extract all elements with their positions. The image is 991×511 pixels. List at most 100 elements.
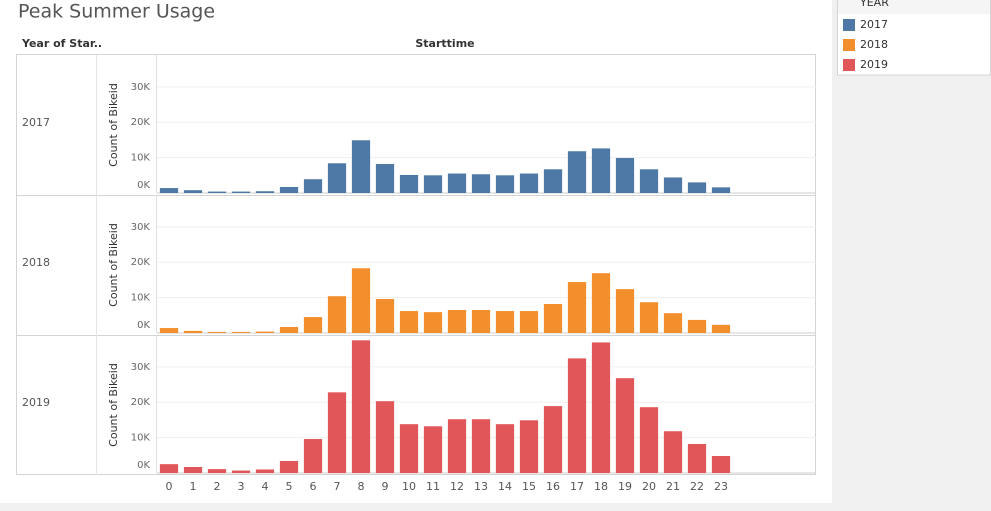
- bar: [615, 378, 635, 473]
- x-tick-label: 11: [426, 480, 440, 493]
- bar: [207, 331, 227, 333]
- worksheet-pane: [0, 0, 832, 503]
- bar: [543, 406, 563, 473]
- bar: [447, 310, 467, 333]
- bar: [423, 175, 443, 193]
- bar: [279, 326, 299, 333]
- bar: [327, 163, 347, 193]
- row-label: 2019: [22, 396, 50, 409]
- y-axis-title: Count of Bikeid: [107, 223, 120, 307]
- bar: [519, 311, 539, 333]
- bar: [159, 188, 179, 193]
- x-tick-label: 5: [286, 480, 293, 493]
- bar: [231, 191, 251, 193]
- bar: [423, 426, 443, 473]
- bar: [207, 191, 227, 193]
- legend-label: 2019: [860, 58, 888, 71]
- legend-label: 2018: [860, 38, 888, 51]
- bar: [375, 401, 395, 473]
- bar: [399, 311, 419, 333]
- y-tick-label: 10K: [131, 153, 151, 164]
- y-tick-label: 20K: [131, 257, 151, 268]
- bar: [159, 464, 179, 473]
- row-label: 2018: [22, 256, 50, 269]
- legend-swatch: [843, 39, 855, 51]
- x-tick-label: 21: [666, 480, 680, 493]
- legend-label: 2017: [860, 18, 888, 31]
- bar: [567, 358, 587, 473]
- bar: [183, 466, 203, 473]
- chart-border: [16, 54, 816, 475]
- bar: [567, 282, 587, 333]
- legend-swatch: [843, 59, 855, 71]
- bar: [543, 169, 563, 193]
- bar: [303, 317, 323, 333]
- bar: [687, 443, 707, 473]
- bar: [207, 469, 227, 473]
- bar: [447, 173, 467, 193]
- x-tick-label: 9: [382, 480, 389, 493]
- bar: [615, 157, 635, 193]
- bar: [399, 174, 419, 193]
- x-tick-label: 12: [450, 480, 464, 493]
- bar: [255, 191, 275, 193]
- x-tick-label: 4: [262, 480, 269, 493]
- y-tick-label: 30K: [131, 82, 151, 93]
- bar: [375, 163, 395, 193]
- legend-swatch: [843, 19, 855, 31]
- row-header: Year of Star..: [21, 37, 102, 50]
- x-tick-label: 20: [642, 480, 656, 493]
- x-tick-label: 3: [238, 480, 245, 493]
- bar: [327, 296, 347, 333]
- x-tick-label: 13: [474, 480, 488, 493]
- y-tick-label: 30K: [131, 362, 151, 373]
- bar: [711, 456, 731, 473]
- bar: [375, 299, 395, 333]
- bar: [159, 328, 179, 333]
- bar: [543, 303, 563, 333]
- legend-header: [838, 0, 990, 14]
- y-tick-label: 30K: [131, 222, 151, 233]
- bar: [279, 186, 299, 193]
- x-tick-label: 7: [334, 480, 341, 493]
- x-tick-label: 23: [714, 480, 728, 493]
- x-tick-label: 6: [310, 480, 317, 493]
- bar: [351, 340, 371, 473]
- bar: [519, 420, 539, 473]
- bar: [663, 431, 683, 473]
- bar: [591, 342, 611, 473]
- x-tick-label: 16: [546, 480, 560, 493]
- bar: [231, 470, 251, 473]
- bar: [255, 469, 275, 473]
- bar: [687, 182, 707, 193]
- y-tick-label: 0K: [137, 320, 150, 331]
- y-tick-label: 0K: [137, 460, 150, 471]
- bar: [639, 302, 659, 333]
- x-tick-label: 14: [498, 480, 512, 493]
- bar: [279, 460, 299, 473]
- bar: [255, 331, 275, 333]
- x-tick-label: 10: [402, 480, 416, 493]
- y-tick-label: 20K: [131, 397, 151, 408]
- bar: [327, 392, 347, 473]
- y-tick-label: 10K: [131, 293, 151, 304]
- y-axis-title: Count of Bikeid: [107, 363, 120, 447]
- row-label: 2017: [22, 116, 50, 129]
- x-tick-label: 8: [358, 480, 365, 493]
- bar: [423, 312, 443, 333]
- bar: [495, 175, 515, 193]
- bar: [183, 330, 203, 333]
- bar: [663, 177, 683, 193]
- x-tick-label: 18: [594, 480, 608, 493]
- bar: [495, 424, 515, 473]
- bar: [639, 169, 659, 193]
- bar: [183, 190, 203, 193]
- chart-title: Peak Summer Usage: [18, 1, 215, 23]
- bar: [231, 331, 251, 333]
- y-tick-label: 20K: [131, 117, 151, 128]
- bar: [591, 273, 611, 333]
- bar: [351, 268, 371, 333]
- bar: [687, 319, 707, 333]
- bar: [303, 179, 323, 193]
